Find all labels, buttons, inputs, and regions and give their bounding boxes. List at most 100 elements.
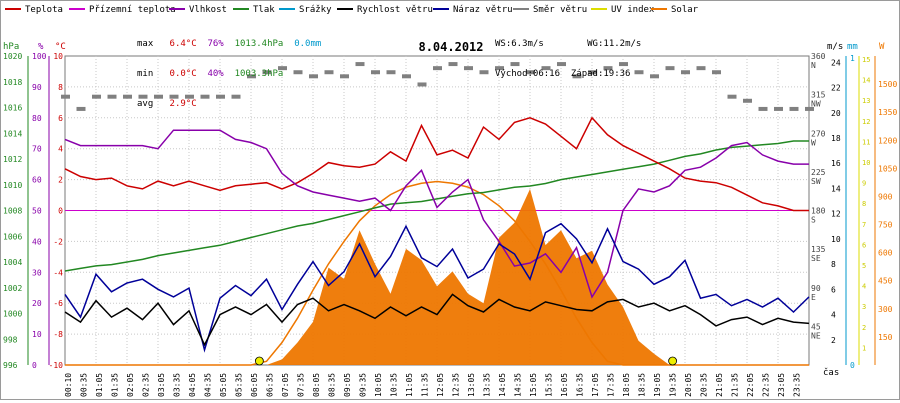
max-label: max [137, 39, 154, 49]
max-humidity: 76% [207, 39, 224, 49]
series-line-teplota [64, 116, 809, 212]
hpa-tick: 1010 [3, 181, 22, 190]
direction-tick: SE [811, 254, 821, 263]
x-tick: 18:05 [622, 373, 631, 397]
x-tick: 20:05 [684, 373, 693, 397]
x-tick: 18:35 [638, 373, 647, 397]
celsius-tick: -10 [49, 361, 64, 370]
celsius-tick: -4 [53, 268, 63, 277]
direction-tick: 270 [811, 129, 826, 138]
x-tick: 10:05 [374, 373, 383, 397]
direction-tick: 360 [811, 52, 826, 61]
wind-direction-mark [541, 66, 551, 71]
watt-tick: 150 [878, 333, 893, 342]
direction-tick: N [811, 61, 816, 70]
x-tick: 11:35 [421, 373, 430, 397]
x-tick: 15:05 [529, 373, 538, 397]
sunset-time: Západ:19:36 [570, 69, 631, 79]
x-tick: 05:05 [219, 373, 228, 397]
wind-direction-mark [805, 106, 814, 111]
direction-tick: 135 [811, 245, 826, 254]
x-tick: 13:35 [483, 373, 492, 397]
wind-info-block: WS:6.3m/s WG:11.2m/s Východ:06:16 Západ:… [495, 19, 641, 99]
ms-tick: 20 [831, 109, 841, 118]
stats-block: max 6.4°C 76% 1013.4hPa 0.0mm min 0.0°C … [137, 19, 321, 129]
wind-direction-mark [309, 74, 318, 79]
wind-direction-mark [448, 62, 458, 67]
direction-tick: S [811, 216, 816, 225]
wind-direction-mark [743, 98, 752, 103]
uv-tick: 11 [862, 138, 870, 146]
wind-direction-mark [371, 70, 380, 75]
celsius-tick: -2 [53, 237, 63, 246]
uv-tick: 7 [862, 221, 866, 229]
watt-tick: 1500 [878, 80, 897, 89]
x-tick: 08:05 [312, 373, 321, 397]
percent-tick: 90 [32, 83, 42, 92]
wind-direction-mark [681, 70, 690, 75]
wind-direction-mark [278, 66, 287, 71]
uv-tick: 13 [862, 97, 870, 105]
x-tick: 02:35 [142, 373, 151, 397]
x-tick: 11:05 [405, 373, 414, 397]
max-rain: 0.0mm [294, 39, 322, 49]
wind-speed-max: WS:6.3m/s [495, 39, 544, 49]
min-temp: 0.0°C [169, 69, 197, 79]
wind-direction-mark [774, 106, 783, 111]
x-tick: 09:05 [343, 373, 352, 397]
x-tick: 17:35 [607, 373, 616, 397]
axes: hPa1020101810161014101210101008100610041… [3, 42, 897, 397]
legend-label-1: Přízemní teplota [89, 5, 176, 15]
stats-min-row: min 0.0°C 40% 1003.3hPa [137, 69, 321, 79]
x-tick: 20:35 [700, 373, 709, 397]
wind-direction-mark [479, 70, 489, 75]
x-tick: 21:35 [731, 373, 740, 397]
wind-direction-mark [650, 74, 659, 79]
celsius-axis-label: °C [55, 42, 66, 52]
wind-direction-mark [154, 94, 163, 99]
direction-tick: 180 [811, 207, 826, 216]
wind-direction-mark [588, 70, 597, 75]
legend-label-3: Tlak [253, 5, 275, 15]
watt-tick: 1050 [878, 164, 897, 173]
ms-tick: 8 [831, 260, 836, 269]
min-pressure: 1003.3hPa [234, 69, 284, 79]
watt-tick: 600 [878, 249, 893, 258]
direction-tick: 45 [811, 322, 821, 331]
wind-direction-mark [262, 70, 272, 75]
direction-tick: 90 [811, 284, 821, 293]
sunset-marker [668, 356, 677, 366]
percent-tick: 30 [32, 268, 42, 277]
percent-tick: 100 [32, 52, 47, 61]
x-tick: 14:05 [498, 373, 507, 397]
x-tick: 01:35 [111, 373, 120, 397]
legend-label-2: Vlhkost [189, 5, 227, 15]
avg-label: avg [137, 99, 154, 109]
wind-direction-mark [138, 94, 148, 99]
wind-direction-mark [696, 66, 706, 71]
direction-tick: 315 [811, 91, 826, 100]
wind-direction-mark [526, 70, 535, 75]
wind-direction-mark [619, 62, 628, 67]
x-tick: 02:05 [126, 373, 135, 397]
percent-tick: 40 [32, 237, 42, 246]
legend-label-6: Náraz větru [453, 5, 513, 15]
uv-tick: 9 [862, 180, 866, 188]
percent-axis-label: % [38, 42, 44, 52]
ms-tick: 10 [831, 235, 841, 244]
sunrise-time: Východ:06:16 [495, 69, 561, 79]
direction-tick: W [811, 138, 816, 147]
ms-tick: 16 [831, 159, 841, 168]
x-tick: 00:35 [80, 373, 89, 397]
mm-axis-label: mm [847, 42, 858, 52]
wind-direction-mark [402, 74, 411, 79]
wind-direction-mark [107, 94, 117, 99]
celsius-tick: 4 [58, 145, 63, 154]
max-temp: 6.4°C [169, 39, 197, 49]
wind-direction-mark [355, 62, 365, 67]
max-pressure: 1013.4hPa [234, 39, 284, 49]
ms-tick: 6 [831, 285, 836, 294]
uv-tick: 2 [862, 324, 866, 332]
watt-axis-label: W [879, 42, 885, 52]
celsius-tick: 8 [58, 83, 63, 92]
